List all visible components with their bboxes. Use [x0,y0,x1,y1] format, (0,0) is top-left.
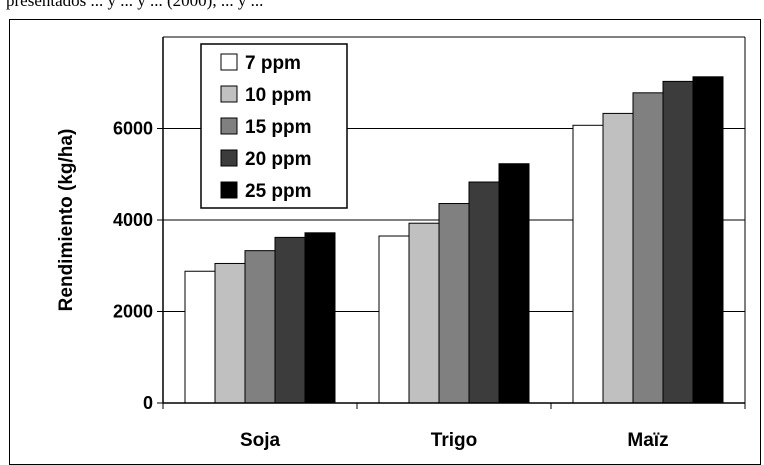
legend-label: 15 ppm [245,117,312,138]
y-axis-title: Rendimiento (kg/ha) [56,129,77,312]
legend-swatch [220,149,238,167]
bar [214,262,246,404]
y-ticks: 0 2000 4000 6000 [113,119,163,413]
x-category-label: Maïz [627,430,668,451]
bar [602,112,634,404]
legend-swatch [220,85,238,103]
bar [244,250,276,404]
bar [632,92,664,404]
bar [498,163,530,404]
top-caption-fragment: presentados ... y ... y ... (2000), ... … [6,0,264,10]
bar [468,181,500,404]
bar [572,124,604,404]
bar [438,203,470,404]
legend-label: 20 ppm [245,149,312,170]
legend-swatch [220,53,238,71]
legend: 7 ppm 10 ppm 15 ppm 20 ppm 25 ppm [200,43,348,209]
y-tick-label: 4000 [113,210,153,230]
legend-label: 25 ppm [245,181,312,202]
bars [184,76,724,404]
y-tick-label: 2000 [113,302,153,322]
legend-label: 7 ppm [245,53,301,74]
y-tick-label: 6000 [113,119,153,139]
x-category-labels: Soja Trigo Maïz [240,430,669,451]
legend-swatch [220,181,238,199]
bar [184,270,216,404]
legend-swatch [220,117,238,135]
y-tick-label: 0 [143,393,153,413]
bar [408,222,440,404]
bar [274,236,306,404]
x-category-label: Trigo [431,430,477,451]
legend-label: 10 ppm [245,85,312,106]
bar [692,76,724,404]
bar [304,232,336,404]
x-category-label: Soja [240,430,281,451]
bar [378,235,410,404]
bar [662,80,694,404]
